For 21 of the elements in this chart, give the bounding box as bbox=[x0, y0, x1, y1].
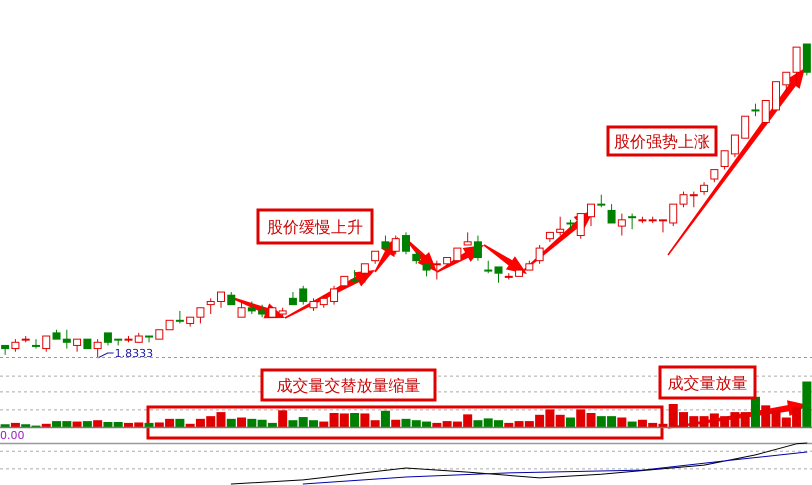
bar bbox=[278, 410, 288, 428]
bar bbox=[226, 418, 236, 428]
bar bbox=[82, 421, 92, 428]
bar bbox=[617, 418, 626, 428]
bar bbox=[350, 413, 360, 428]
text: 0.00 bbox=[0, 429, 24, 442]
bar bbox=[802, 382, 812, 428]
annotation: 成交量放量 bbox=[668, 374, 748, 392]
bar bbox=[566, 418, 575, 428]
bar bbox=[391, 420, 400, 428]
bar bbox=[72, 422, 82, 428]
annotation: 成交量交替放量缩量 bbox=[276, 376, 420, 395]
bar bbox=[93, 420, 102, 428]
annotation: 股价缓慢上升 bbox=[267, 218, 363, 236]
bar bbox=[237, 418, 246, 428]
bar bbox=[380, 410, 390, 428]
annotation: 股价强势上涨 bbox=[614, 132, 710, 151]
bar bbox=[628, 422, 637, 428]
bar bbox=[175, 418, 184, 428]
annotation: 1.8333 bbox=[114, 347, 154, 360]
bar bbox=[750, 396, 760, 428]
